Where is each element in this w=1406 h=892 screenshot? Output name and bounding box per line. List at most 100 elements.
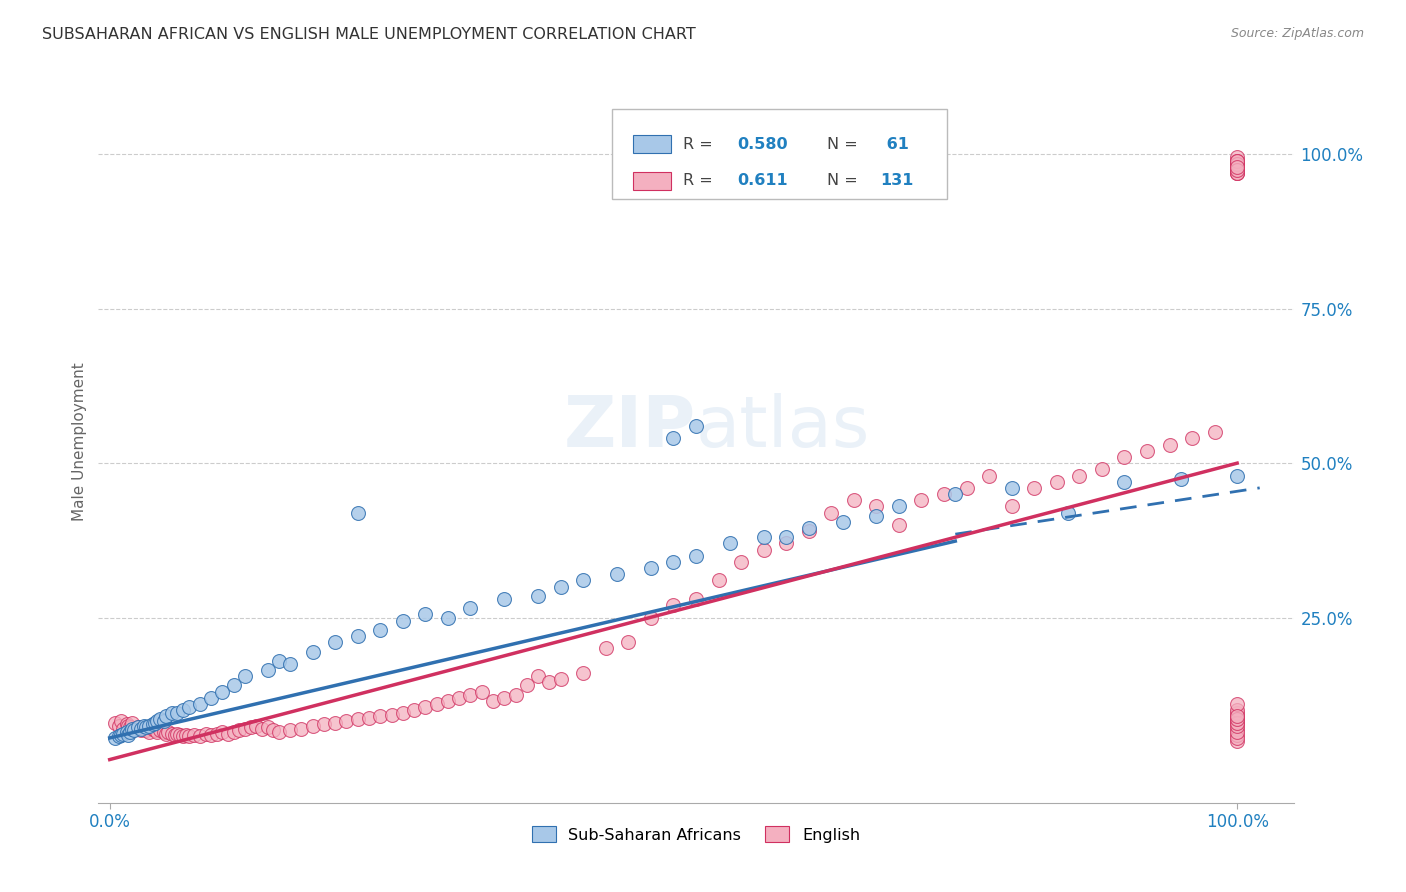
Point xyxy=(160,726,183,740)
Point xyxy=(200,728,222,742)
Point xyxy=(188,729,211,743)
Point xyxy=(404,703,426,717)
Point xyxy=(662,555,685,569)
Point xyxy=(1069,468,1091,483)
Point xyxy=(222,724,245,739)
Text: N =: N = xyxy=(827,173,858,188)
Point xyxy=(138,724,160,739)
Point xyxy=(538,675,561,690)
Point xyxy=(797,521,820,535)
Point xyxy=(1226,156,1249,170)
Point xyxy=(138,718,160,732)
Text: N =: N = xyxy=(827,136,858,152)
Point xyxy=(112,726,135,740)
Point xyxy=(200,690,222,705)
Point xyxy=(1057,506,1080,520)
Point xyxy=(1226,160,1249,174)
Point xyxy=(176,728,198,742)
Point xyxy=(775,536,797,550)
Point xyxy=(217,726,239,740)
Point xyxy=(955,481,977,495)
Point xyxy=(346,713,368,727)
Point xyxy=(943,487,966,501)
Point xyxy=(205,726,228,740)
Point xyxy=(1114,475,1136,489)
Point xyxy=(865,500,887,514)
Point xyxy=(132,722,155,736)
Point xyxy=(460,601,482,615)
Point xyxy=(107,729,129,743)
Point xyxy=(110,728,132,742)
Point xyxy=(121,722,143,736)
Point xyxy=(129,722,152,736)
Point xyxy=(165,728,187,742)
Point xyxy=(149,723,172,737)
Point xyxy=(910,493,932,508)
Point xyxy=(169,728,191,742)
Text: R =: R = xyxy=(683,173,718,188)
Point xyxy=(1226,160,1249,174)
Point xyxy=(1226,151,1249,165)
Point xyxy=(127,721,149,735)
Point xyxy=(1226,722,1249,736)
Point xyxy=(415,700,437,714)
Point xyxy=(1226,156,1249,170)
Point xyxy=(494,592,516,607)
Point xyxy=(129,723,152,737)
Point xyxy=(1226,706,1249,721)
Point xyxy=(267,724,290,739)
Y-axis label: Male Unemployment: Male Unemployment xyxy=(72,362,87,521)
Point xyxy=(1226,713,1249,727)
Point xyxy=(1226,703,1249,717)
Point xyxy=(1226,468,1249,483)
Point xyxy=(368,709,391,723)
Point xyxy=(775,530,797,544)
Point xyxy=(117,718,139,732)
Point xyxy=(346,506,368,520)
Point xyxy=(1226,160,1249,174)
Point xyxy=(160,706,183,721)
Point xyxy=(415,607,437,622)
Point xyxy=(290,722,312,736)
Point xyxy=(572,574,595,588)
Point xyxy=(640,561,662,575)
Point xyxy=(222,678,245,692)
Point xyxy=(166,726,188,740)
Point xyxy=(505,688,527,702)
Text: 0.611: 0.611 xyxy=(737,173,787,188)
Point xyxy=(153,714,176,729)
Point xyxy=(842,493,865,508)
Point xyxy=(550,580,572,594)
Point xyxy=(250,722,273,736)
Point xyxy=(1226,709,1249,723)
Point xyxy=(1226,156,1249,170)
Point xyxy=(104,715,127,730)
Point xyxy=(1226,162,1249,177)
Point xyxy=(141,722,163,736)
Point xyxy=(718,536,741,550)
Point xyxy=(1181,432,1204,446)
Point xyxy=(155,709,177,723)
Point xyxy=(617,635,640,649)
Text: 61: 61 xyxy=(880,136,908,152)
Point xyxy=(1159,437,1181,451)
Point xyxy=(1226,715,1249,730)
Point xyxy=(887,500,910,514)
Point xyxy=(110,714,132,729)
Point xyxy=(449,690,471,705)
Point xyxy=(115,724,138,739)
Point xyxy=(437,610,460,624)
Point xyxy=(1226,715,1249,730)
Point xyxy=(256,663,278,677)
Point xyxy=(104,731,127,745)
Point xyxy=(977,468,1000,483)
Point xyxy=(146,714,169,729)
Point xyxy=(797,524,820,538)
Point xyxy=(1226,153,1249,168)
Point xyxy=(595,641,617,656)
Point xyxy=(127,721,149,735)
Point xyxy=(335,714,357,729)
Point xyxy=(1226,724,1249,739)
Point xyxy=(233,722,256,736)
Bar xyxy=(633,136,672,153)
